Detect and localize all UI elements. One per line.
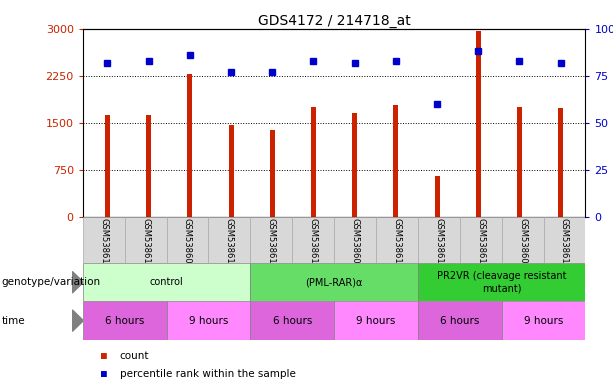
FancyBboxPatch shape	[334, 301, 418, 340]
Text: (PML-RAR)α: (PML-RAR)α	[305, 277, 363, 287]
Bar	[476, 31, 481, 217]
Text: 9 hours: 9 hours	[189, 316, 228, 326]
FancyBboxPatch shape	[250, 301, 334, 340]
Bar	[147, 115, 151, 217]
Bar	[558, 108, 563, 217]
Text: PR2VR (cleavage resistant
mutant): PR2VR (cleavage resistant mutant)	[437, 271, 566, 293]
FancyBboxPatch shape	[83, 263, 250, 301]
FancyBboxPatch shape	[208, 217, 250, 263]
Bar	[517, 107, 522, 217]
Text: 6 hours: 6 hours	[440, 316, 479, 326]
Text: 9 hours: 9 hours	[524, 316, 563, 326]
FancyBboxPatch shape	[501, 301, 585, 340]
Text: GSM538609: GSM538609	[518, 218, 527, 269]
FancyBboxPatch shape	[460, 217, 501, 263]
FancyBboxPatch shape	[418, 263, 585, 301]
Bar	[229, 125, 234, 217]
Text: GSM538618: GSM538618	[560, 218, 569, 269]
Polygon shape	[72, 271, 83, 293]
FancyBboxPatch shape	[250, 217, 292, 263]
Text: 9 hours: 9 hours	[356, 316, 395, 326]
Bar	[105, 115, 110, 217]
Text: GSM538616: GSM538616	[225, 218, 234, 269]
Bar	[270, 130, 275, 217]
Bar	[394, 105, 398, 217]
Text: GSM538607: GSM538607	[183, 218, 192, 269]
Text: GSM538614: GSM538614	[308, 218, 318, 269]
Text: ■: ■	[101, 369, 107, 379]
Text: GSM538615: GSM538615	[476, 218, 485, 269]
Polygon shape	[72, 310, 83, 331]
Text: GSM538610: GSM538610	[99, 218, 109, 269]
Bar	[352, 114, 357, 217]
FancyBboxPatch shape	[418, 301, 501, 340]
FancyBboxPatch shape	[418, 217, 460, 263]
Text: count: count	[120, 351, 149, 361]
Title: GDS4172 / 214718_at: GDS4172 / 214718_at	[257, 14, 411, 28]
Text: ■: ■	[101, 351, 107, 361]
Text: GSM538613: GSM538613	[141, 218, 150, 269]
Text: GSM538611: GSM538611	[267, 218, 276, 269]
FancyBboxPatch shape	[544, 217, 585, 263]
Text: control: control	[150, 277, 183, 287]
FancyBboxPatch shape	[167, 301, 250, 340]
Bar	[435, 175, 440, 217]
Text: GSM538617: GSM538617	[392, 218, 402, 269]
Bar	[188, 74, 192, 217]
Bar	[311, 107, 316, 217]
FancyBboxPatch shape	[501, 217, 544, 263]
Text: 6 hours: 6 hours	[105, 316, 144, 326]
FancyBboxPatch shape	[124, 217, 167, 263]
Text: GSM538608: GSM538608	[351, 218, 360, 269]
Text: percentile rank within the sample: percentile rank within the sample	[120, 369, 295, 379]
FancyBboxPatch shape	[292, 217, 334, 263]
FancyBboxPatch shape	[250, 263, 418, 301]
Text: GSM538612: GSM538612	[434, 218, 443, 269]
FancyBboxPatch shape	[376, 217, 418, 263]
FancyBboxPatch shape	[83, 301, 167, 340]
FancyBboxPatch shape	[334, 217, 376, 263]
Text: 6 hours: 6 hours	[273, 316, 312, 326]
FancyBboxPatch shape	[167, 217, 208, 263]
FancyBboxPatch shape	[83, 217, 124, 263]
Text: time: time	[1, 316, 25, 326]
Text: genotype/variation: genotype/variation	[1, 277, 101, 287]
